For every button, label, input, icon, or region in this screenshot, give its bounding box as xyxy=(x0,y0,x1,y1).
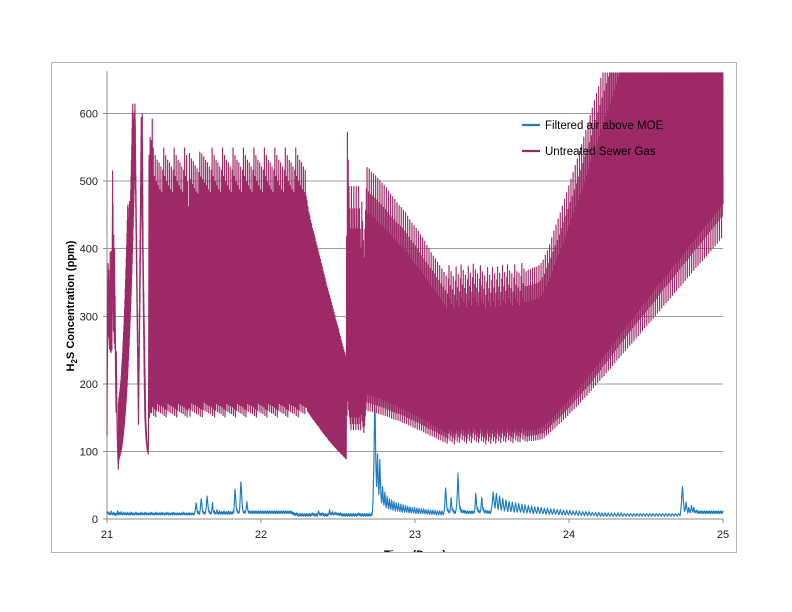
x-tick-label: 23 xyxy=(409,529,421,541)
y-tick-label: 400 xyxy=(80,244,98,256)
y-tick-label: 100 xyxy=(80,446,98,458)
y-tick-label: 300 xyxy=(80,311,98,323)
y-axis-title: H2S Concentration (ppm) xyxy=(65,240,79,371)
series-untreated-sewer-gas xyxy=(106,72,724,470)
chart-frame: 0 100 200 300 400 500 600 21 22 23 24 25 Time (Days)… xyxy=(51,62,737,553)
x-axis-title: Time (Days) xyxy=(384,549,446,552)
legend-label: Untreated Sewer Gas xyxy=(545,146,656,158)
y-tick-label: 200 xyxy=(80,379,98,391)
y-tick-label: 600 xyxy=(80,109,98,121)
x-tick-label: 24 xyxy=(563,529,575,541)
legend-label: Filtered air above MOE xyxy=(545,120,664,132)
y-tick-label: 0 xyxy=(92,514,98,526)
chart-plot: 0 100 200 300 400 500 600 21 22 23 24 25 Time (Days)… xyxy=(65,71,729,552)
x-tick-label: 25 xyxy=(717,529,729,541)
x-tick-label: 22 xyxy=(255,529,267,541)
series-filtered-air xyxy=(106,400,724,517)
y-tick-label: 500 xyxy=(80,176,98,188)
x-tick-label: 21 xyxy=(101,529,113,541)
svg-text:H2S Concentration (ppm): H2S Concentration (ppm) xyxy=(65,240,79,371)
